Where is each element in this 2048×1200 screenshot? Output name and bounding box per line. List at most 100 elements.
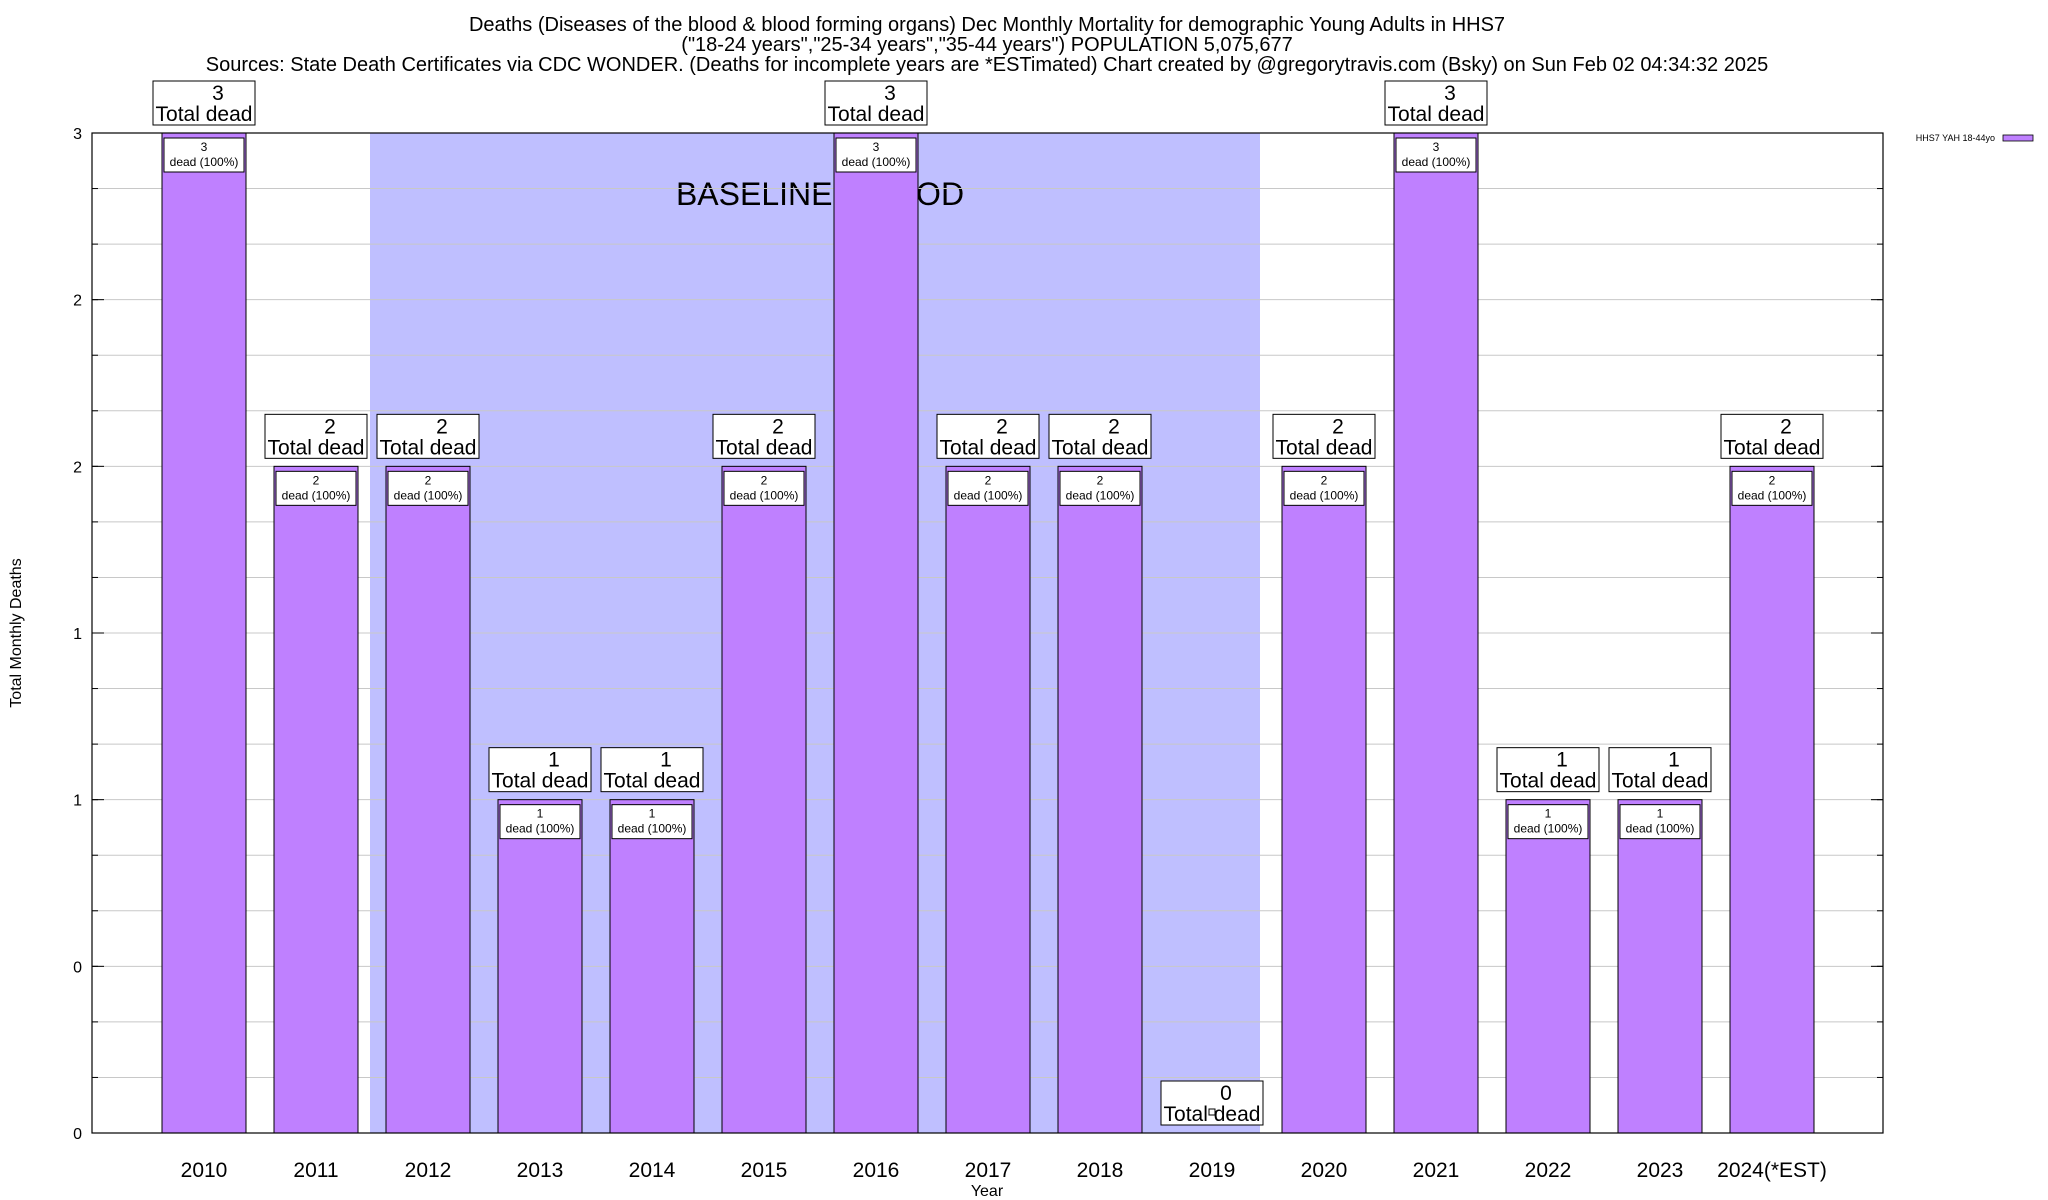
- legend-swatch: [2002, 134, 2034, 142]
- y-tick-label: 3: [73, 126, 82, 143]
- x-tick-label: 2022: [1525, 1159, 1572, 1182]
- x-axis-label: Year: [971, 1183, 1004, 1200]
- total-label-box: [824, 80, 928, 126]
- total-label-text: Total dead: [604, 770, 701, 793]
- inner-label-value: 3: [201, 140, 208, 154]
- inner-label-text: dead (100%): [1626, 822, 1695, 836]
- inner-label-text: dead (100%): [1290, 488, 1359, 502]
- x-tick-label: 2011: [293, 1159, 338, 1182]
- bar-2013: [497, 799, 583, 1134]
- y-tick-label: 1: [73, 793, 82, 810]
- total-label-value: 3: [884, 82, 896, 105]
- bar-2022: [1505, 799, 1591, 1134]
- inner-label-text: dead (100%): [1066, 488, 1135, 502]
- bar-2017: [945, 465, 1031, 1134]
- total-label-text: Total dead: [1388, 103, 1485, 126]
- inner-label-box: [1619, 804, 1701, 840]
- total-label-box: [376, 413, 480, 459]
- total-label-value: 3: [1444, 82, 1456, 105]
- inner-label-value: 2: [1769, 473, 1776, 487]
- total-label-text: Total dead: [716, 436, 813, 459]
- total-label-text: Total dead: [1724, 436, 1821, 459]
- chart-title-line-3: Sources: State Death Certificates via CD…: [206, 54, 1768, 76]
- inner-label-text: dead (100%): [954, 488, 1023, 502]
- total-label-box: [488, 747, 592, 793]
- total-label-value: 2: [1108, 415, 1120, 438]
- total-label-text: Total dead: [1500, 770, 1597, 793]
- x-tick-label: 2015: [741, 1159, 788, 1182]
- x-tick-label: 2023: [1637, 1159, 1684, 1182]
- chart-title-line-1: Deaths (Diseases of the blood & blood fo…: [469, 14, 1505, 36]
- x-tick-label: 2018: [1077, 1159, 1124, 1182]
- total-label-text: Total dead: [940, 436, 1037, 459]
- inner-label-value: 2: [1321, 473, 1328, 487]
- x-tick-label: 2024(*EST): [1717, 1159, 1827, 1182]
- x-tick-label: 2017: [965, 1159, 1012, 1182]
- x-tick-label: 2019: [1189, 1159, 1236, 1182]
- bar-2014: [609, 799, 695, 1134]
- total-label-box: [1384, 80, 1488, 126]
- inner-label-value: 1: [1657, 807, 1664, 821]
- bar-2011: [273, 465, 359, 1134]
- x-tick-label: 2014: [629, 1159, 676, 1182]
- inner-label-box: [1731, 470, 1813, 506]
- x-tick-label: 2010: [181, 1159, 228, 1182]
- inner-label-value: 2: [761, 473, 768, 487]
- inner-label-box: [1059, 470, 1141, 506]
- total-label-value: 2: [1332, 415, 1344, 438]
- total-label-box: [152, 80, 256, 126]
- total-label-text: Total dead: [1612, 770, 1709, 793]
- total-label-value: 1: [660, 749, 672, 772]
- inner-label-text: dead (100%): [730, 488, 799, 502]
- x-tick-label: 2020: [1301, 1159, 1348, 1182]
- total-label-value: 3: [212, 82, 224, 105]
- chart-title-line-2: ("18-24 years","25-34 years","35-44 year…: [681, 34, 1292, 56]
- bar-2010: [161, 132, 247, 1134]
- total-label-value: 2: [772, 415, 784, 438]
- total-label-box: [712, 413, 816, 459]
- total-label-value: 0: [1220, 1082, 1232, 1105]
- total-label-value: 1: [1668, 749, 1680, 772]
- inner-label-text: dead (100%): [394, 488, 463, 502]
- total-label-text: Total dead: [1276, 436, 1373, 459]
- total-label-box: [1720, 413, 1824, 459]
- inner-label-value: 2: [1097, 473, 1104, 487]
- inner-label-text: dead (100%): [282, 488, 351, 502]
- inner-label-text: dead (100%): [1402, 155, 1471, 169]
- total-label-value: 2: [436, 415, 448, 438]
- x-tick-label: 2021: [1413, 1159, 1460, 1182]
- y-tick-label: 2: [73, 459, 82, 476]
- total-label-text: Total dead: [268, 436, 365, 459]
- total-label-box: [264, 413, 368, 459]
- y-tick-label: 2: [73, 293, 82, 310]
- inner-label-value: 2: [985, 473, 992, 487]
- inner-label-box: [275, 470, 357, 506]
- inner-label-box: [947, 470, 1029, 506]
- inner-label-box: [1283, 470, 1365, 506]
- inner-label-box: [611, 804, 693, 840]
- inner-label-box: [387, 470, 469, 506]
- total-label-value: 2: [996, 415, 1008, 438]
- baseline-band-label: BASELINE PERIOD: [676, 176, 964, 212]
- x-tick-label: 2012: [405, 1159, 452, 1182]
- total-label-box: [1608, 747, 1712, 793]
- inner-label-box: [1395, 137, 1477, 173]
- inner-label-text: dead (100%): [842, 155, 911, 169]
- inner-label-value: 3: [873, 140, 880, 154]
